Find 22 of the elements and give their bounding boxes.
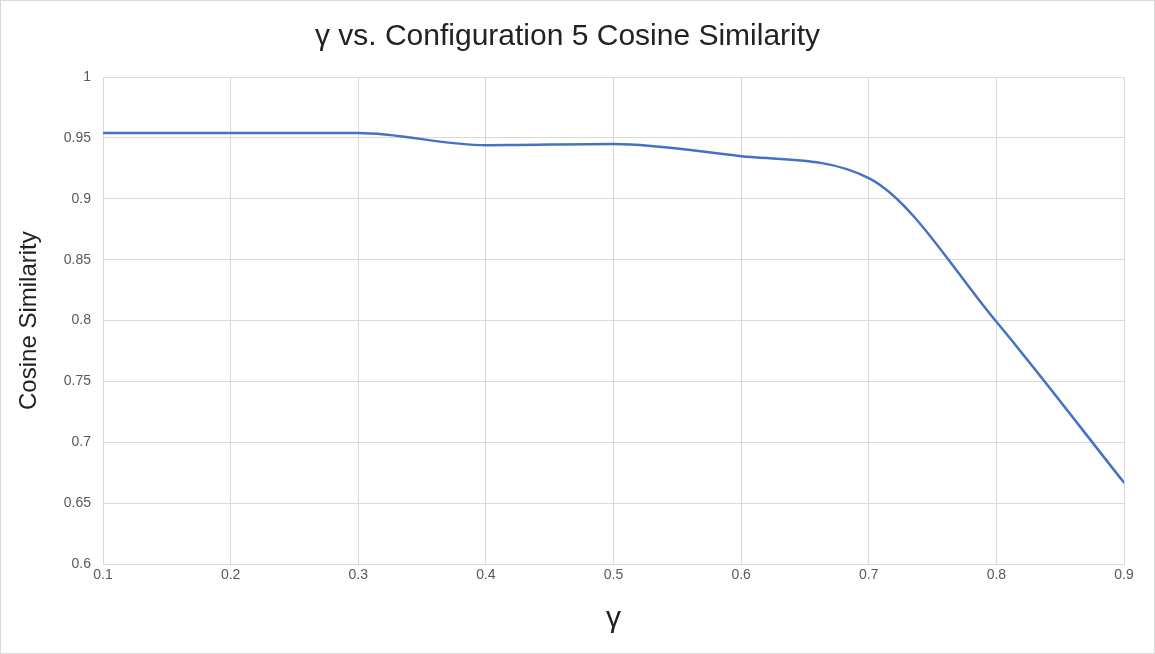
x-tick-label: 0.1: [93, 566, 113, 583]
x-tick-label: 0.5: [603, 566, 624, 583]
y-tick-label: 0.6: [71, 555, 92, 572]
y-tick-label: 0.8: [71, 311, 92, 328]
y-axis-title: Cosine Similarity: [14, 231, 42, 410]
x-tick-label: 0.3: [348, 566, 369, 583]
y-tick-label: 0.65: [63, 494, 92, 511]
x-tick-label: 0.7: [859, 566, 879, 583]
y-tick-label: 0.9: [71, 189, 92, 206]
chart-title: γ vs. Configuration 5 Cosine Similarity: [314, 18, 821, 52]
line-series: [103, 131, 1124, 484]
y-tick-label: 0.95: [63, 128, 92, 145]
x-axis-title: γ: [606, 600, 622, 634]
x-tick-label: 0.6: [731, 566, 752, 583]
y-tick-label: 0.75: [63, 372, 92, 389]
x-tick-label: 0.2: [220, 566, 241, 583]
y-tick-label: 0.85: [63, 250, 92, 267]
y-tick-label: 0.7: [71, 433, 92, 450]
y-tick-label: 1: [83, 67, 92, 84]
x-tick-label: 0.9: [1114, 566, 1134, 583]
x-tick-label: 0.8: [986, 566, 1007, 583]
x-tick-label: 0.4: [476, 566, 496, 583]
